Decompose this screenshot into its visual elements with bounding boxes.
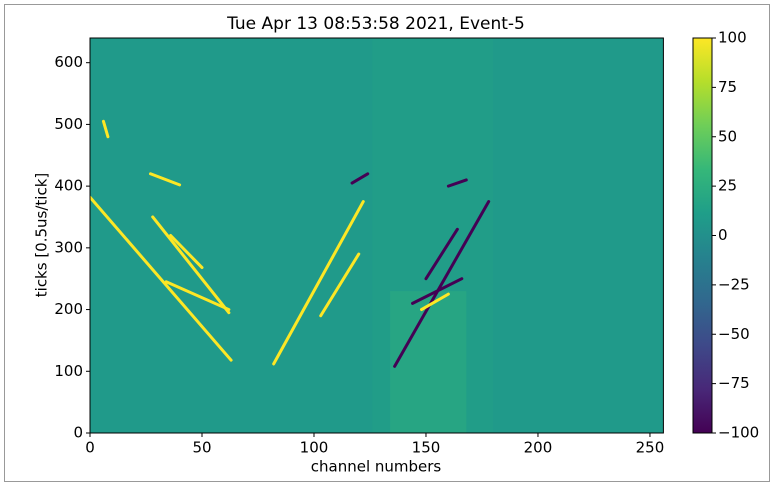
track (446, 178, 468, 188)
colorbar-tick-label: 0 (718, 226, 728, 244)
track (164, 280, 231, 312)
colorbar-tick-label: 100 (718, 29, 747, 47)
heatmap-region (372, 38, 494, 433)
y-tick-label: 300 (54, 238, 83, 256)
track (272, 200, 365, 366)
track (90, 195, 233, 362)
y-tick-label: 500 (54, 115, 83, 133)
colorbar-tick-label: −50 (718, 325, 750, 343)
y-tick-label: 0 (73, 424, 83, 442)
x-tick-label: 200 (524, 439, 553, 457)
colorbar (692, 37, 713, 434)
track (151, 215, 231, 315)
colorbar-tick-label: 25 (718, 177, 737, 195)
track (424, 227, 459, 281)
colorbar-tick-label: −100 (718, 424, 759, 442)
track (101, 119, 110, 139)
plot-frame (89, 37, 664, 434)
colorbar-tick-label: −25 (718, 275, 750, 293)
y-tick-label: 200 (54, 300, 83, 318)
y-axis-label: ticks [0.5us/tick] (33, 173, 51, 297)
track (350, 172, 370, 185)
heatmap (90, 38, 664, 433)
colorbar-tick-label: −75 (718, 374, 750, 392)
track (393, 200, 491, 368)
chart-title: Tue Apr 13 08:53:58 2021, Event-5 (226, 14, 525, 34)
track (169, 234, 204, 270)
y-tick-label: 100 (54, 362, 83, 380)
y-tick-label: 400 (54, 177, 83, 195)
track (148, 172, 182, 187)
track (419, 292, 450, 312)
x-axis-label: channel numbers (311, 458, 442, 476)
x-tick-label: 150 (412, 439, 441, 457)
colorbar-tick-label: 75 (718, 78, 737, 96)
x-tick-label: 250 (636, 439, 665, 457)
colorbar-tick-label: 50 (718, 127, 737, 145)
x-tick-label: 50 (192, 439, 211, 457)
x-tick-label: 0 (85, 439, 95, 457)
track (411, 277, 464, 305)
x-tick-label: 100 (300, 439, 329, 457)
track (319, 252, 361, 318)
y-tick-label: 600 (54, 53, 83, 71)
